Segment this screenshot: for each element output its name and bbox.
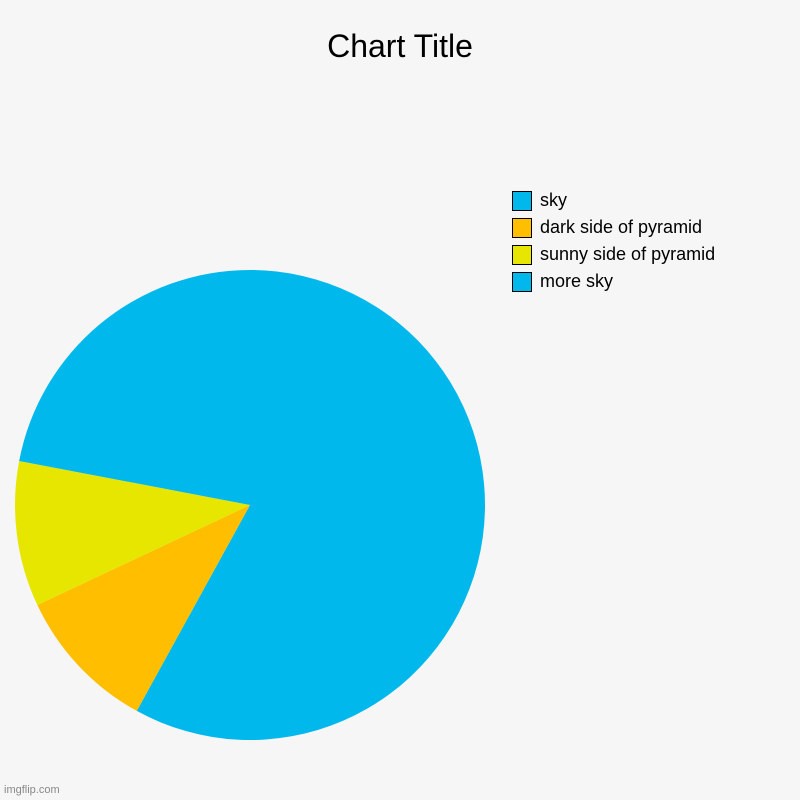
legend-swatch xyxy=(512,272,532,292)
legend-label: sunny side of pyramid xyxy=(540,244,715,265)
legend-item: dark side of pyramid xyxy=(512,217,715,238)
legend-item: sunny side of pyramid xyxy=(512,244,715,265)
pie-svg xyxy=(0,0,800,800)
legend-label: dark side of pyramid xyxy=(540,217,702,238)
legend-swatch xyxy=(512,191,532,211)
legend-swatch xyxy=(512,218,532,238)
chart-canvas: Chart Title skydark side of pyramidsunny… xyxy=(0,0,800,800)
legend-item: more sky xyxy=(512,271,715,292)
legend-label: more sky xyxy=(540,271,613,292)
watermark: imgflip.com xyxy=(4,784,60,796)
pie-chart xyxy=(0,0,800,805)
legend-label: sky xyxy=(540,190,567,211)
legend-swatch xyxy=(512,245,532,265)
legend: sky dark side of pyramid sunny side of pyr… xyxy=(512,190,715,298)
legend-item: sky xyxy=(512,190,715,211)
